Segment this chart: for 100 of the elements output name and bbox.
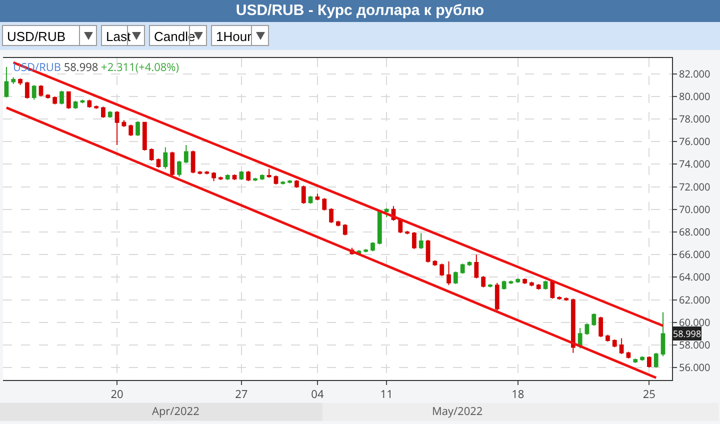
candlestick [204,170,210,175]
candlestick [633,358,638,364]
candlestick [474,254,479,279]
candlestick [301,185,306,204]
x-tick-label: 18 [512,387,524,402]
annotation: 58.998 [673,327,702,340]
candlestick [557,296,562,300]
y-tick-label: 68.000 [679,224,710,238]
y-tick-label: 80.000 [679,88,710,103]
candlestick [52,96,58,105]
candlestick [364,248,368,253]
candlestick [218,176,223,181]
candlestick [114,110,120,146]
candlestick [25,81,30,100]
dropdown-field: Candle [149,25,207,46]
candlestick [149,148,154,162]
candlestick [156,158,161,168]
y-tick-label: 64.000 [679,270,710,284]
y-tick-label: 76.000 [679,134,710,148]
candlestick [418,232,424,250]
candlestick [329,208,334,224]
candlestick [530,281,534,287]
candlestick [66,91,71,110]
x-tick-label: 25 [642,387,656,402]
candlestick [578,328,582,349]
candlestick [543,280,548,290]
candlestick [38,84,44,97]
candlestick [170,151,175,176]
candlestick [246,170,251,182]
candlestick [177,160,182,178]
candlestick [384,208,389,218]
candlestick [550,280,555,300]
candlestick [11,76,16,84]
x-tick-label: 20 [110,387,124,402]
candlestick [94,104,98,110]
candlestick [18,78,22,86]
y-tick-label: 66.000 [679,247,710,262]
candlestick [136,120,140,136]
y-tick-label: 70.000 [679,202,710,216]
candlestick [212,172,216,182]
candlestick [232,174,237,181]
dropdown-field: 1Hour [211,25,269,46]
x-tick-label: 27 [235,387,248,402]
y-tick-label: 72.000 [679,179,710,194]
candlestick [660,312,666,357]
candlestick [225,174,230,181]
candlestick [73,100,78,110]
candlestick [4,66,9,98]
candlestick [564,297,568,302]
x-tick-label: 11 [380,387,393,402]
candlestick [584,323,590,336]
dropdown-field: USD/RUB [2,25,97,46]
candlestick [342,224,348,236]
candlestick [239,170,244,181]
candlestick [654,352,658,368]
candlestick [46,94,50,100]
candlestick [598,316,604,338]
candlestick [502,280,506,290]
candlestick [60,90,64,105]
x-tick-label: 04 [311,387,324,402]
candlestick [446,260,451,286]
candlestick [619,338,624,355]
candlestick [467,260,472,266]
candlestick [260,174,264,181]
candlestick [488,283,492,288]
candlestick [432,260,438,266]
candlestick [294,180,299,188]
y-tick-label: 82.000 [679,66,710,80]
candlestick [647,356,652,368]
candlestick [440,263,444,277]
candlestick [32,84,36,100]
candlestick [288,180,292,184]
chart-title: USD/RUB - Курс доллара к рублю [0,0,720,22]
candlestick [377,211,382,245]
candlestick [412,231,416,250]
candlestick [640,356,644,362]
candlestick [592,312,596,326]
candlestick [570,298,576,354]
text: May/2022 [432,404,483,419]
y-tick-label: 58.000 [679,337,710,352]
candlestick [460,263,465,274]
candlestick [516,278,520,284]
y-tick-label: 74.000 [679,156,710,171]
candlestick [280,180,286,186]
candlestick [481,276,486,288]
candlestick [370,242,375,252]
candlestick [522,278,527,284]
candlestick [101,106,106,118]
candlestick [606,334,610,342]
candlestick [274,175,278,186]
candlestick [453,271,458,284]
candlestick [494,282,500,312]
text: Apr/2022 [152,404,200,419]
y-tick-label: 78.000 [679,112,710,126]
y-tick-label: 56.000 [679,360,710,374]
candlestick [315,193,320,201]
candlestick [128,124,134,136]
candlestick [190,150,196,174]
candlestick [405,230,410,235]
candlestick [322,198,327,212]
